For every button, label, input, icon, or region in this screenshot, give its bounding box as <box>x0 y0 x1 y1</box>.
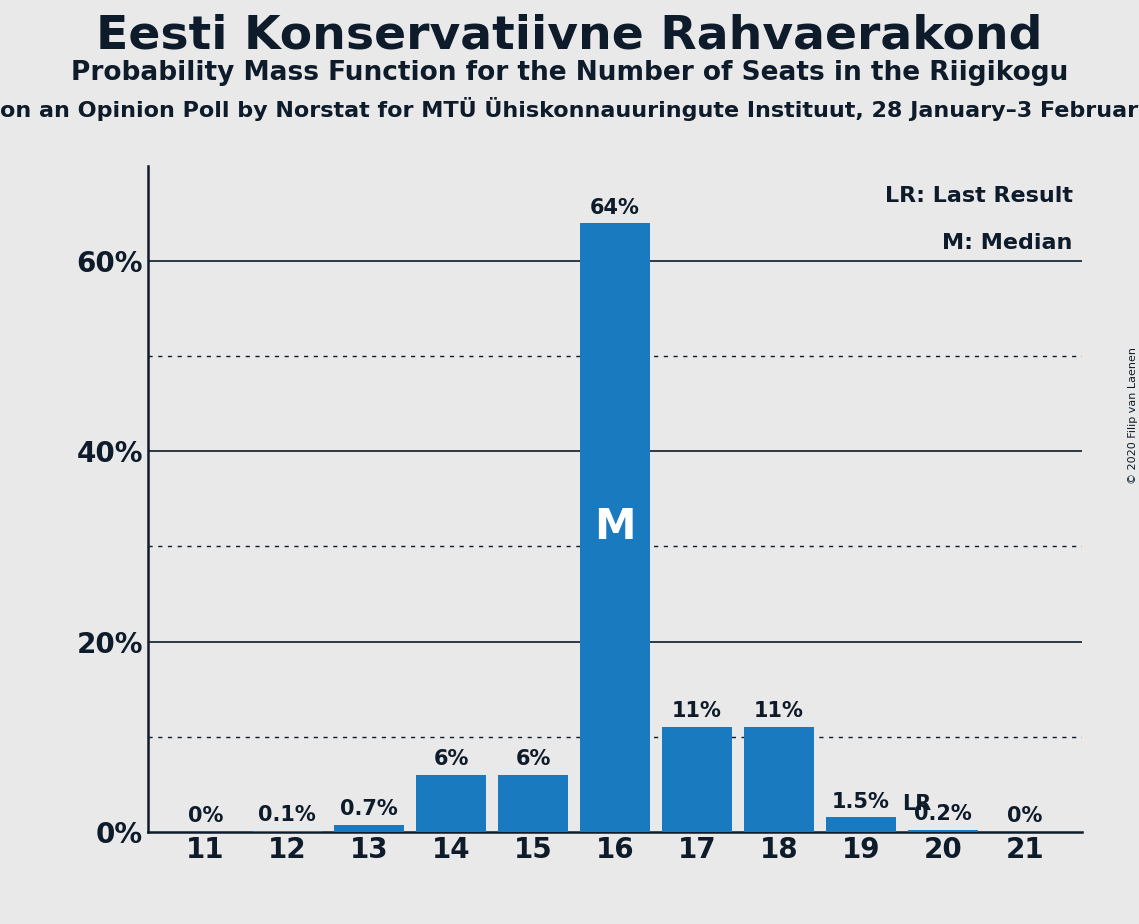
Text: on an Opinion Poll by Norstat for MTÜ Ühiskonnauuringute Instituut, 28 January–3: on an Opinion Poll by Norstat for MTÜ Üh… <box>0 97 1139 121</box>
Text: © 2020 Filip van Laenen: © 2020 Filip van Laenen <box>1129 347 1138 484</box>
Bar <box>908 830 977 832</box>
Text: 6%: 6% <box>516 748 551 769</box>
Text: 0.1%: 0.1% <box>259 805 317 825</box>
Text: 0%: 0% <box>1007 806 1042 826</box>
Text: 0.7%: 0.7% <box>341 799 399 820</box>
Text: 0.2%: 0.2% <box>913 804 972 824</box>
Bar <box>335 825 404 832</box>
Bar <box>744 727 813 832</box>
Bar <box>417 774 486 832</box>
Text: LR: Last Result: LR: Last Result <box>885 187 1073 206</box>
Text: M: Median: M: Median <box>942 233 1073 253</box>
Text: 64%: 64% <box>590 198 640 218</box>
Text: Eesti Konservatiivne Rahvaerakond: Eesti Konservatiivne Rahvaerakond <box>97 14 1042 59</box>
Bar <box>580 224 650 832</box>
Bar <box>662 727 731 832</box>
Text: M: M <box>595 506 636 549</box>
Text: 1.5%: 1.5% <box>831 792 890 811</box>
Text: 11%: 11% <box>672 701 722 722</box>
Text: 0%: 0% <box>188 806 223 826</box>
Bar <box>498 774 568 832</box>
Text: LR: LR <box>902 795 931 814</box>
Bar <box>253 831 322 832</box>
Bar <box>826 818 895 832</box>
Text: Probability Mass Function for the Number of Seats in the Riigikogu: Probability Mass Function for the Number… <box>71 60 1068 86</box>
Text: 11%: 11% <box>754 701 804 722</box>
Text: 6%: 6% <box>434 748 469 769</box>
